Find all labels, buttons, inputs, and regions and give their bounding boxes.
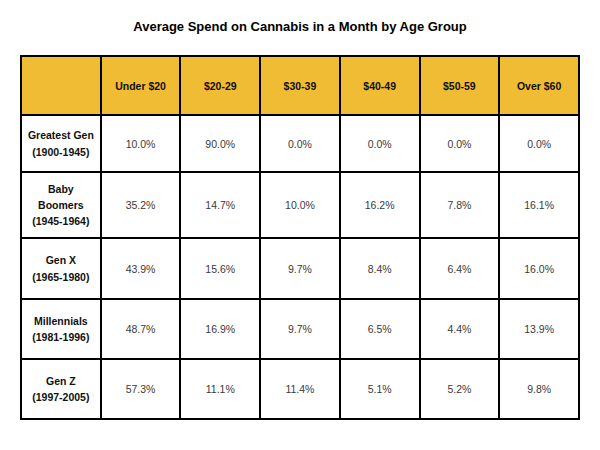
column-header: $20-29 (180, 56, 260, 115)
value-cell: 90.0% (180, 115, 260, 172)
row-label-name: Baby Boomers (34, 181, 88, 214)
value-cell: 11.1% (180, 359, 260, 419)
value-cell: 5.1% (340, 359, 420, 419)
row-label-name: Greatest Gen (22, 127, 100, 143)
column-header: Under $20 (101, 56, 181, 115)
header-row: Under $20 $20-29 $30-39 $40-49 $50-59 Ov… (21, 56, 579, 115)
value-cell: 8.4% (340, 238, 420, 299)
row-label-name: Gen Z (22, 373, 100, 389)
value-cell: 6.5% (340, 299, 420, 359)
column-header: Over $60 (499, 56, 579, 115)
value-cell: 13.9% (499, 299, 579, 359)
row-label: Millennials (1981-1996) (21, 299, 101, 359)
value-cell: 16.1% (499, 172, 579, 238)
value-cell: 11.4% (260, 359, 340, 419)
value-cell: 4.4% (420, 299, 500, 359)
row-label: Gen Z (1997-2005) (21, 359, 101, 419)
row-label: Gen X (1965-1980) (21, 238, 101, 299)
table-row: Greatest Gen (1900-1945) 10.0% 90.0% 0.0… (21, 115, 579, 172)
value-cell: 35.2% (101, 172, 181, 238)
value-cell: 16.2% (340, 172, 420, 238)
row-label-name: Millennials (22, 313, 100, 329)
row-label: Greatest Gen (1900-1945) (21, 115, 101, 172)
spend-table: Under $20 $20-29 $30-39 $40-49 $50-59 Ov… (20, 55, 580, 420)
value-cell: 0.0% (420, 115, 500, 172)
table-row: Gen Z (1997-2005) 57.3% 11.1% 11.4% 5.1%… (21, 359, 579, 419)
value-cell: 48.7% (101, 299, 181, 359)
row-label-years: (1965-1980) (22, 269, 100, 285)
row-label-years: (1945-1964) (22, 213, 100, 229)
table-row: Millennials (1981-1996) 48.7% 16.9% 9.7%… (21, 299, 579, 359)
column-header: $40-49 (340, 56, 420, 115)
row-label-name: Gen X (22, 252, 100, 268)
value-cell: 0.0% (340, 115, 420, 172)
row-label-years: (1900-1945) (22, 144, 100, 160)
value-cell: 6.4% (420, 238, 500, 299)
value-cell: 5.2% (420, 359, 500, 419)
column-header: $30-39 (260, 56, 340, 115)
value-cell: 9.7% (260, 238, 340, 299)
value-cell: 43.9% (101, 238, 181, 299)
value-cell: 16.9% (180, 299, 260, 359)
value-cell: 16.0% (499, 238, 579, 299)
value-cell: 14.7% (180, 172, 260, 238)
row-label-years: (1997-2005) (22, 389, 100, 405)
value-cell: 15.6% (180, 238, 260, 299)
value-cell: 10.0% (101, 115, 181, 172)
table-row: Baby Boomers (1945-1964) 35.2% 14.7% 10.… (21, 172, 579, 238)
value-cell: 7.8% (420, 172, 500, 238)
column-header: $50-59 (420, 56, 500, 115)
value-cell: 10.0% (260, 172, 340, 238)
value-cell: 9.8% (499, 359, 579, 419)
row-label-years: (1981-1996) (22, 329, 100, 345)
value-cell: 9.7% (260, 299, 340, 359)
value-cell: 57.3% (101, 359, 181, 419)
page-title: Average Spend on Cannabis in a Month by … (0, 19, 600, 34)
corner-cell (21, 56, 101, 115)
table-row: Gen X (1965-1980) 43.9% 15.6% 9.7% 8.4% … (21, 238, 579, 299)
value-cell: 0.0% (260, 115, 340, 172)
value-cell: 0.0% (499, 115, 579, 172)
row-label: Baby Boomers (1945-1964) (21, 172, 101, 238)
